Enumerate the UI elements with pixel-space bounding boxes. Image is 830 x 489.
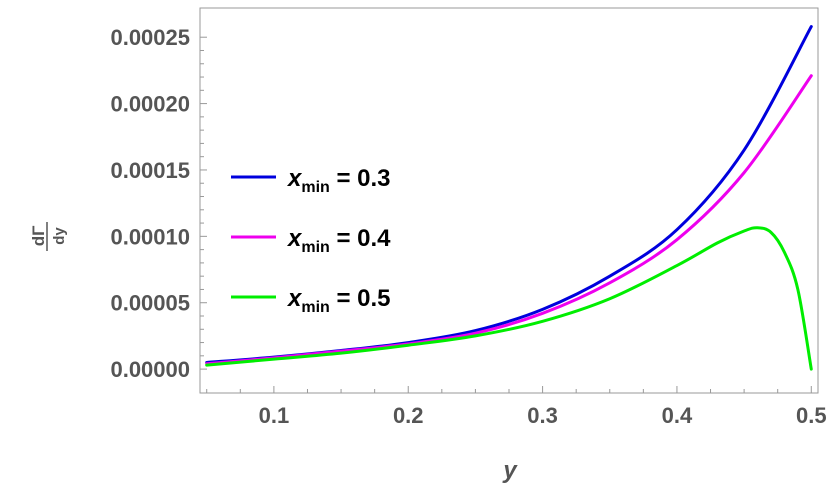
x-axis-title: y — [502, 457, 518, 484]
y-axis-title: dΓ dy — [29, 222, 68, 251]
y-tick-label: 0.00015 — [110, 158, 190, 183]
legend-label-3: xmin = 0.5 — [286, 285, 391, 316]
series-line-3 — [205, 226, 813, 371]
plot-frame — [199, 7, 819, 394]
y-tick-label: 0.00000 — [110, 357, 190, 382]
y-tick-label: 0.00020 — [110, 92, 190, 117]
legend-label-1: xmin = 0.3 — [286, 165, 391, 196]
x-tick-label: 0.2 — [393, 403, 424, 428]
x-tick-label: 0.4 — [662, 403, 693, 428]
series-lines — [205, 25, 813, 371]
legend: xmin = 0.3 xmin = 0.4 xmin = 0.5 — [231, 165, 391, 316]
y-axis-ticks: 0.00000 0.00005 0.00010 0.00015 0.00020 0.000… — [110, 25, 207, 382]
y-axis-title-numerator: dΓ — [29, 226, 48, 247]
y-tick-label: 0.00025 — [110, 25, 190, 50]
y-axis-title-denominator: dy — [51, 227, 68, 245]
x-tick-label: 0.1 — [259, 403, 290, 428]
series-line-2 — [205, 74, 813, 366]
x-tick-label: 0.5 — [796, 403, 827, 428]
series-line-1 — [205, 25, 813, 364]
y-tick-label: 0.00010 — [110, 224, 190, 249]
x-tick-label: 0.3 — [527, 403, 558, 428]
legend-label-2: xmin = 0.4 — [286, 225, 391, 256]
x-axis-ticks: 0.1 0.2 0.3 0.4 0.5 — [206, 386, 827, 428]
y-tick-label: 0.00005 — [110, 291, 190, 316]
